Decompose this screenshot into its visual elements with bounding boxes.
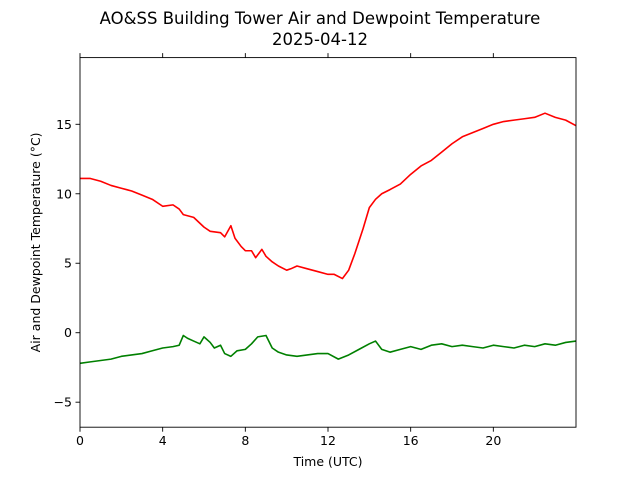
plot-frame <box>79 57 577 428</box>
x-tick-label: 16 <box>403 433 419 448</box>
y-tick-label: −5 <box>54 395 72 410</box>
x-tick-label: 20 <box>485 433 501 448</box>
y-tick-label: 15 <box>56 117 72 132</box>
y-axis-label: Air and Dewpoint Temperature (°C) <box>28 132 43 352</box>
y-axis: −5 0 5 10 15 <box>54 117 80 410</box>
y-tick-label: 5 <box>64 256 72 271</box>
y-tick-label: 0 <box>64 325 72 340</box>
chart-title: AO&SS Building Tower Air and Dewpoint Te… <box>100 9 541 28</box>
x-axis: 0 4 8 12 16 20 <box>76 53 501 448</box>
x-tick-label: 12 <box>320 433 336 448</box>
series-line-1 <box>79 334 577 365</box>
x-axis-label: Time (UTC) <box>292 454 362 469</box>
series-line-0 <box>80 112 577 280</box>
x-tick-label: 0 <box>76 433 84 448</box>
chart-subtitle: 2025-04-12 <box>272 30 368 49</box>
series-layer <box>79 112 577 365</box>
x-tick-label: 4 <box>159 433 167 448</box>
x-tick-label: 8 <box>241 433 249 448</box>
y-tick-label: 10 <box>56 186 72 201</box>
